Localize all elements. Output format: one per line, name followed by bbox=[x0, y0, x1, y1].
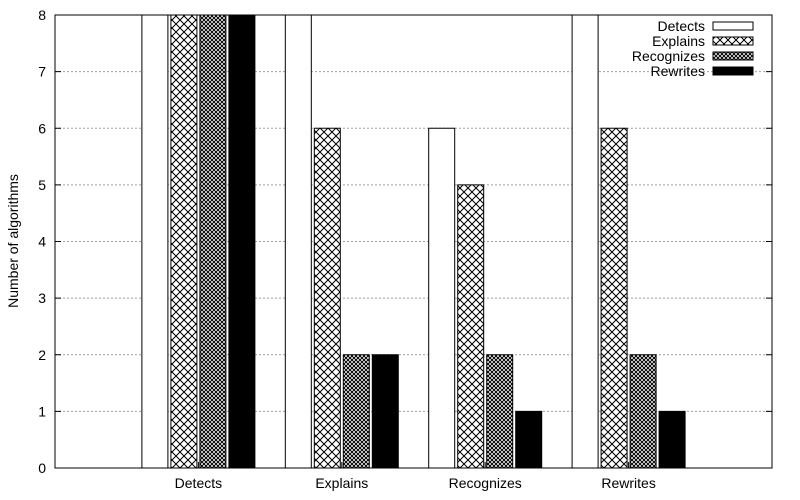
bar-recognizes-rewrites bbox=[629, 354, 657, 469]
bar-rewrites-detects bbox=[228, 14, 256, 469]
y-tick-label-4: 4 bbox=[38, 234, 46, 250]
y-tick-label-7: 7 bbox=[38, 64, 46, 80]
bar-rewrites-rewrites bbox=[658, 410, 686, 469]
y-tick-label-6: 6 bbox=[38, 120, 46, 136]
bar-detects-recognizes bbox=[428, 127, 456, 469]
y-tick-label-5: 5 bbox=[38, 177, 46, 193]
bar-recognizes-recognizes bbox=[486, 354, 514, 469]
y-tick-label-8: 8 bbox=[38, 7, 46, 23]
legend-label-detects: Detects bbox=[658, 18, 705, 34]
x-axis-ticks: Detects Explains Recognizes Rewrites bbox=[175, 462, 656, 491]
bar-explains-rewrites bbox=[600, 127, 628, 469]
x-tick-label-detects: Detects bbox=[175, 475, 222, 491]
bar-rewrites-recognizes bbox=[515, 410, 543, 469]
legend-swatch-rewrites bbox=[712, 66, 754, 76]
bar-explains-detects bbox=[170, 14, 198, 469]
bar-explains-recognizes bbox=[457, 184, 485, 469]
x-tick-label-rewrites: Rewrites bbox=[601, 475, 655, 491]
y-tick-label-3: 3 bbox=[38, 290, 46, 306]
bar-detects-rewrites bbox=[571, 14, 599, 469]
bar-recognizes-detects bbox=[199, 14, 227, 469]
legend-label-rewrites: Rewrites bbox=[651, 63, 705, 79]
legend-swatch-recognizes bbox=[712, 51, 754, 61]
x-tick-label-explains: Explains bbox=[315, 475, 368, 491]
legend-label-recognizes: Recognizes bbox=[632, 48, 705, 64]
bar-detects-explains bbox=[284, 14, 312, 469]
legend-swatch-explains bbox=[712, 36, 754, 46]
bar-explains-explains bbox=[313, 127, 341, 469]
bars bbox=[141, 14, 686, 469]
y-tick-label-0: 0 bbox=[38, 460, 46, 476]
bar-rewrites-explains bbox=[371, 354, 399, 469]
bar-recognizes-explains bbox=[342, 354, 370, 469]
y-axis-ticks: 0 1 2 3 4 5 6 7 8 bbox=[38, 7, 772, 476]
y-axis-label: Number of algorithms bbox=[5, 174, 21, 308]
legend-label-explains: Explains bbox=[652, 33, 705, 49]
bar-detects-detects bbox=[141, 14, 169, 469]
y-tick-label-2: 2 bbox=[38, 347, 46, 363]
x-tick-label-recognizes: Recognizes bbox=[449, 475, 522, 491]
legend-swatch-detects bbox=[712, 21, 754, 31]
y-tick-label-1: 1 bbox=[38, 403, 46, 419]
